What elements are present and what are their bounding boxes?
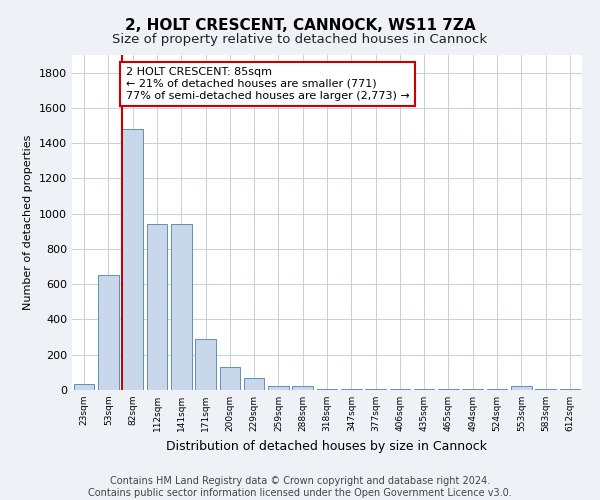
Bar xyxy=(341,389,362,390)
Bar xyxy=(74,384,94,390)
Bar xyxy=(487,389,508,390)
Bar xyxy=(171,224,191,390)
Bar xyxy=(317,389,337,390)
Bar xyxy=(414,389,434,390)
Text: 2 HOLT CRESCENT: 85sqm
← 21% of detached houses are smaller (771)
77% of semi-de: 2 HOLT CRESCENT: 85sqm ← 21% of detached… xyxy=(126,68,410,100)
Bar xyxy=(511,386,532,390)
Bar xyxy=(389,389,410,390)
Y-axis label: Number of detached properties: Number of detached properties xyxy=(23,135,34,310)
Bar xyxy=(535,389,556,390)
Text: Size of property relative to detached houses in Cannock: Size of property relative to detached ho… xyxy=(112,32,488,46)
Bar xyxy=(438,389,459,390)
Bar xyxy=(365,389,386,390)
Bar xyxy=(560,389,580,390)
Text: 2, HOLT CRESCENT, CANNOCK, WS11 7ZA: 2, HOLT CRESCENT, CANNOCK, WS11 7ZA xyxy=(125,18,475,32)
Bar xyxy=(146,224,167,390)
Bar xyxy=(122,129,143,390)
Text: Contains HM Land Registry data © Crown copyright and database right 2024.
Contai: Contains HM Land Registry data © Crown c… xyxy=(88,476,512,498)
Bar xyxy=(220,367,240,390)
Bar xyxy=(463,389,483,390)
X-axis label: Distribution of detached houses by size in Cannock: Distribution of detached houses by size … xyxy=(167,440,487,452)
Bar xyxy=(292,386,313,390)
Bar xyxy=(195,339,216,390)
Bar xyxy=(98,276,119,390)
Bar xyxy=(268,386,289,390)
Bar xyxy=(244,378,265,390)
